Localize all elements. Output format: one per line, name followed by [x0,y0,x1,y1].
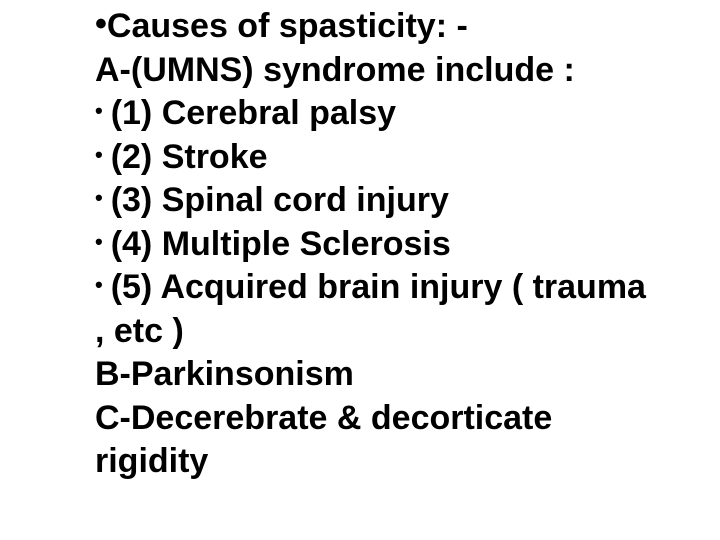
bullet-icon: • [95,98,103,123]
line-item-2: • (2) Stroke [95,136,650,180]
line-a-heading: A-(UMNS) syndrome include : [95,49,650,93]
b-text: B-Parkinsonism [95,355,354,393]
item-5-text: (5) Acquired brain injury ( trauma , etc… [95,268,646,350]
slide-container: •Causes of spasticity: - A-(UMNS) syndro… [0,0,720,540]
c-text: C-Decerebrate & decorticate rigidity [95,399,552,481]
line-b: B-Parkinsonism [95,353,650,397]
line-item-5: •(5) Acquired brain injury ( trauma , et… [95,266,650,353]
item-2-text: (2) Stroke [111,138,268,176]
bullet-icon: • [95,272,103,297]
bullet-icon: • [95,185,103,210]
item-3-text: (3) Spinal cord injury [111,181,449,219]
line-title: •Causes of spasticity: - [95,5,650,49]
item-4-text: (4) Multiple Sclerosis [111,225,451,263]
line-item-3: • (3) Spinal cord injury [95,179,650,223]
item-1-text: (1) Cerebral palsy [111,94,396,132]
bullet-icon: • [95,142,103,167]
line-item-1: • (1) Cerebral palsy [95,92,650,136]
bullet-icon: • [95,5,107,43]
title-text: Causes of spasticity: - [107,7,468,45]
a-heading-text: A-(UMNS) syndrome include : [95,51,575,89]
bullet-icon: • [95,229,103,254]
line-c: C-Decerebrate & decorticate rigidity [95,397,650,484]
line-item-4: • (4) Multiple Sclerosis [95,223,650,267]
